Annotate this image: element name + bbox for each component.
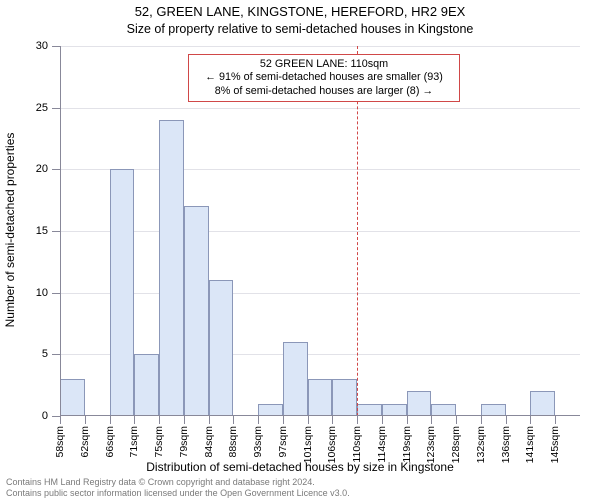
y-tick-label: 5	[42, 348, 48, 360]
x-tick	[110, 416, 111, 424]
footer-attribution: Contains HM Land Registry data © Crown c…	[6, 477, 350, 498]
x-tick	[159, 416, 160, 424]
x-tick	[258, 416, 259, 424]
x-tick	[184, 416, 185, 424]
footer-line-1: Contains HM Land Registry data © Crown c…	[6, 477, 350, 487]
x-tick-label: 114sqm	[376, 426, 388, 463]
histogram-bar	[209, 280, 234, 416]
y-tick	[52, 231, 60, 232]
y-tick-label: 30	[36, 40, 48, 52]
y-tick	[52, 108, 60, 109]
chart-subtitle: Size of property relative to semi-detach…	[0, 21, 600, 36]
x-tick	[308, 416, 309, 424]
grid-line	[60, 293, 580, 294]
annotation-box: 52 GREEN LANE: 110sqm← 91% of semi-detac…	[188, 54, 460, 102]
x-tick-label: 106sqm	[326, 426, 338, 463]
histogram-bar	[308, 379, 333, 416]
y-tick	[52, 416, 60, 417]
x-axis-label: Distribution of semi-detached houses by …	[146, 460, 454, 474]
grid-line	[60, 46, 580, 47]
annotation-line-1: 52 GREEN LANE: 110sqm	[195, 58, 453, 71]
x-tick	[233, 416, 234, 424]
y-tick	[52, 354, 60, 355]
x-tick	[60, 416, 61, 424]
histogram-bar	[159, 120, 184, 416]
footer-line-2: Contains public sector information licen…	[6, 488, 350, 498]
x-tick-label: 93sqm	[252, 426, 264, 458]
y-tick	[52, 169, 60, 170]
x-tick-label: 88sqm	[227, 426, 239, 458]
x-tick	[456, 416, 457, 424]
plot-area: 05101520253058sqm62sqm66sqm71sqm75sqm79s…	[60, 46, 580, 416]
x-tick-label: 58sqm	[54, 426, 66, 458]
x-tick	[134, 416, 135, 424]
x-tick	[431, 416, 432, 424]
annotation-line-3: 8% of semi-detached houses are larger (8…	[195, 85, 453, 98]
x-tick-label: 110sqm	[351, 426, 363, 463]
grid-line	[60, 169, 580, 170]
y-tick-label: 0	[42, 410, 48, 422]
x-tick-label: 71sqm	[128, 426, 140, 458]
x-tick-label: 84sqm	[203, 426, 215, 458]
x-tick-label: 145sqm	[549, 426, 561, 463]
histogram-bar	[110, 169, 135, 416]
histogram-bar	[134, 354, 159, 416]
y-tick-label: 25	[36, 102, 48, 114]
x-tick	[481, 416, 482, 424]
grid-line	[60, 108, 580, 109]
x-tick-label: 141sqm	[524, 426, 536, 463]
y-axis-line	[60, 46, 61, 416]
y-tick-label: 15	[36, 225, 48, 237]
y-tick-label: 10	[36, 287, 48, 299]
x-tick-label: 97sqm	[277, 426, 289, 458]
y-tick	[52, 46, 60, 47]
annotation-line-2: ← 91% of semi-detached houses are smalle…	[195, 71, 453, 84]
x-axis-line	[60, 415, 580, 416]
x-tick-label: 79sqm	[178, 426, 190, 458]
x-tick	[209, 416, 210, 424]
x-tick	[506, 416, 507, 424]
x-tick-label: 119sqm	[401, 426, 413, 463]
x-tick	[357, 416, 358, 424]
histogram-bar	[407, 391, 432, 416]
plot-inner: 05101520253058sqm62sqm66sqm71sqm75sqm79s…	[60, 46, 580, 416]
histogram-bar	[60, 379, 85, 416]
x-tick-label: 123sqm	[425, 426, 437, 463]
histogram-bar	[283, 342, 308, 416]
x-tick-label: 128sqm	[450, 426, 462, 463]
x-tick	[85, 416, 86, 424]
x-tick-label: 101sqm	[302, 426, 314, 463]
y-tick-label: 20	[36, 163, 48, 175]
x-tick-label: 132sqm	[475, 426, 487, 463]
x-tick-label: 75sqm	[153, 426, 165, 458]
x-tick	[332, 416, 333, 424]
grid-line	[60, 231, 580, 232]
x-tick	[407, 416, 408, 424]
x-tick-label: 66sqm	[104, 426, 116, 458]
y-tick	[52, 293, 60, 294]
x-tick-label: 62sqm	[79, 426, 91, 458]
x-tick	[382, 416, 383, 424]
chart-container: 52, GREEN LANE, KINGSTONE, HEREFORD, HR2…	[0, 0, 600, 500]
y-axis-label: Number of semi-detached properties	[3, 133, 17, 328]
x-tick	[283, 416, 284, 424]
histogram-bar	[332, 379, 357, 416]
histogram-bar	[530, 391, 555, 416]
x-tick-label: 136sqm	[500, 426, 512, 463]
chart-title: 52, GREEN LANE, KINGSTONE, HEREFORD, HR2…	[0, 0, 600, 21]
histogram-bar	[184, 206, 209, 416]
x-tick	[530, 416, 531, 424]
x-tick	[555, 416, 556, 424]
